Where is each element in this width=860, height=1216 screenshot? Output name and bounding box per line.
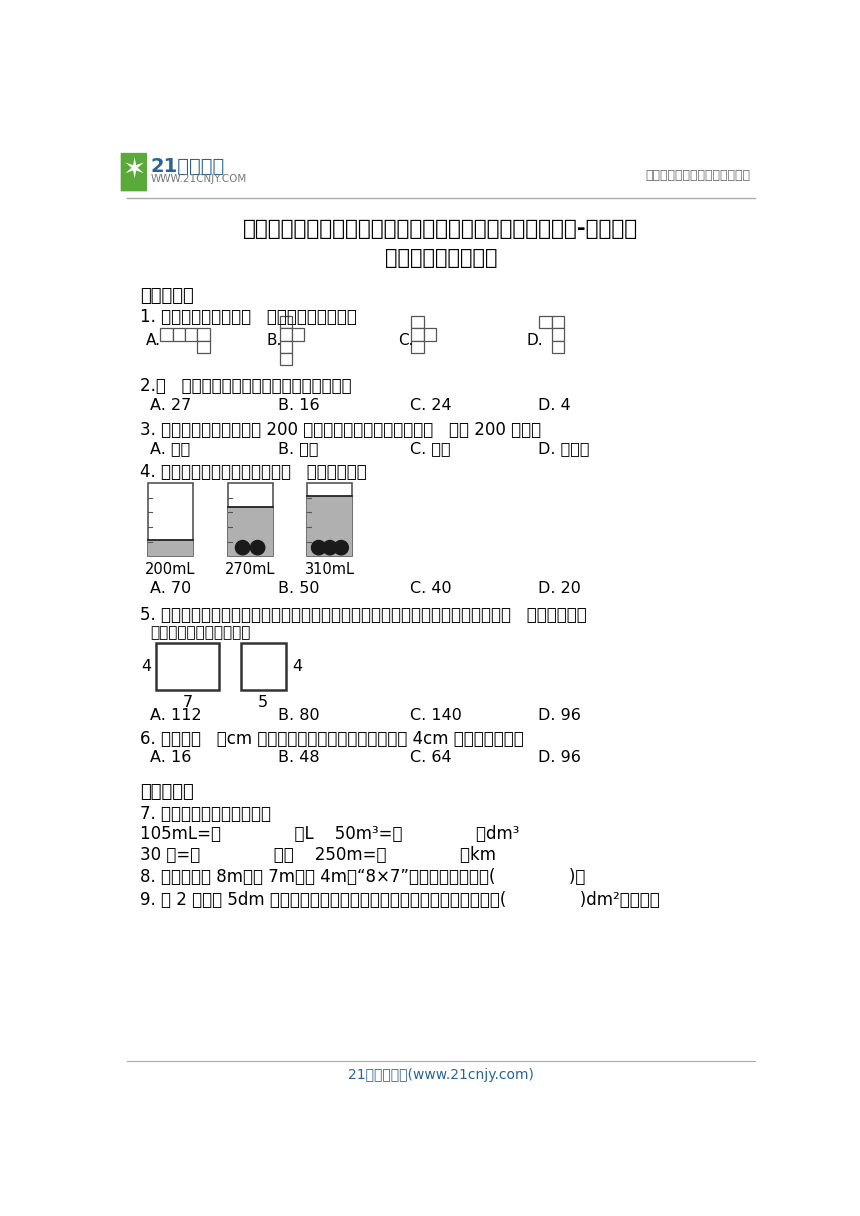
Bar <box>280 340 292 353</box>
Text: 期末必考专题：长方体（一）和长方体（二）（单元测试）-小学数学: 期末必考专题：长方体（一）和长方体（二）（单元测试）-小学数学 <box>243 219 638 240</box>
Text: 2.（   ）个小正方体可以拼成一个大正方体。: 2.（ ）个小正方体可以拼成一个大正方体。 <box>140 377 352 395</box>
Text: 200mL: 200mL <box>145 563 195 578</box>
Bar <box>148 483 193 557</box>
Text: 8. 一间教室长 8m，宽 7m，高 4m。“8×7”是计算这间教室的(              )。: 8. 一间教室长 8m，宽 7m，高 4m。“8×7”是计算这间教室的( )。 <box>140 868 586 886</box>
Text: 中小学教育资源及组卷应用平台: 中小学教育资源及组卷应用平台 <box>646 169 751 181</box>
Bar <box>241 642 286 691</box>
Bar <box>411 340 424 353</box>
Bar <box>551 328 564 340</box>
Bar <box>551 340 564 353</box>
Text: B. 容积: B. 容积 <box>278 441 318 456</box>
Text: 五年级下册北师大版: 五年级下册北师大版 <box>384 248 497 268</box>
Bar <box>280 353 292 365</box>
Text: 9. 把 2 个棱长 5dm 的小正方体拼成一个长方体，这个长方体的表面积是(              )dm²，体积是: 9. 把 2 个棱长 5dm 的小正方体拼成一个长方体，这个长方体的表面积是( … <box>140 890 660 908</box>
Text: D. 4: D. 4 <box>538 398 570 412</box>
Text: B.: B. <box>267 333 282 348</box>
Text: C. 24: C. 24 <box>409 398 452 412</box>
Text: 1. 下面的平面图中，（   ）不能折成正方体。: 1. 下面的平面图中，（ ）不能折成正方体。 <box>140 308 357 326</box>
Bar <box>292 328 304 340</box>
Circle shape <box>334 540 348 554</box>
Text: A. 质量: A. 质量 <box>150 441 190 456</box>
Bar <box>280 316 292 328</box>
Circle shape <box>236 540 249 554</box>
Bar <box>160 328 173 340</box>
Circle shape <box>250 540 265 554</box>
Text: C. 40: C. 40 <box>409 581 452 596</box>
Text: B. 50: B. 50 <box>278 581 320 596</box>
Bar <box>173 328 185 340</box>
Text: 6. 一根长（   ）cm 的铁丝，刚好可以围成一个棱长为 4cm 的正方体框架。: 6. 一根长（ ）cm 的铁丝，刚好可以围成一个棱长为 4cm 的正方体框架。 <box>140 730 524 748</box>
Bar <box>185 328 198 340</box>
Text: A.: A. <box>146 333 162 348</box>
Bar <box>198 328 210 340</box>
Text: 105mL=（              ）L    50m³=（              ）dm³: 105mL=（ ）L 50m³=（ ）dm³ <box>140 826 519 843</box>
Text: B. 16: B. 16 <box>278 398 320 412</box>
Text: 一、选择题: 一、选择题 <box>140 287 194 305</box>
Text: 5. 如图，两个图形分别表示一个长方体的正面和右面，那么这个长方体的体积是（   ）立方厘米。: 5. 如图，两个图形分别表示一个长方体的正面和右面，那么这个长方体的体积是（ ）… <box>140 607 587 624</box>
Text: C.: C. <box>398 333 414 348</box>
Text: 30 分=（              ）时    250m=（              ）km: 30 分=（ ）时 250m=（ ）km <box>140 846 496 863</box>
Text: 4: 4 <box>292 659 302 674</box>
Text: A. 16: A. 16 <box>150 749 192 765</box>
Text: A. 70: A. 70 <box>150 581 192 596</box>
Text: WWW.21CNJY.COM: WWW.21CNJY.COM <box>150 174 247 184</box>
Bar <box>308 496 353 557</box>
Text: 21世纪教育: 21世纪教育 <box>150 157 225 175</box>
Text: B. 48: B. 48 <box>278 749 320 765</box>
Bar <box>198 340 210 353</box>
Bar <box>551 316 564 328</box>
Text: ✶: ✶ <box>122 157 145 185</box>
Circle shape <box>311 540 326 554</box>
Text: D. 20: D. 20 <box>538 581 580 596</box>
Text: 4: 4 <box>141 659 150 674</box>
Bar <box>148 540 193 557</box>
Circle shape <box>322 540 337 554</box>
Bar <box>411 316 424 328</box>
Bar <box>156 642 219 691</box>
Bar <box>228 483 273 557</box>
Text: 270mL: 270mL <box>225 563 275 578</box>
FancyBboxPatch shape <box>120 153 147 191</box>
Text: 5: 5 <box>258 694 268 710</box>
Text: 21世纪教育网(www.21cnjy.com): 21世纪教育网(www.21cnjy.com) <box>347 1069 534 1082</box>
Text: D. 96: D. 96 <box>538 708 580 724</box>
Text: C. 64: C. 64 <box>409 749 452 765</box>
Text: D.: D. <box>526 333 543 348</box>
Text: 7: 7 <box>182 694 193 710</box>
Text: （图中的单位是：厘米）: （图中的单位是：厘米） <box>150 625 250 640</box>
Bar <box>308 483 353 557</box>
Bar <box>228 507 273 557</box>
Text: 3. 一个油壶，最多可装油 200 毫升，我们就说这个油壶的（   ）是 200 毫升。: 3. 一个油壶，最多可装油 200 毫升，我们就说这个油壶的（ ）是 200 毫… <box>140 421 541 439</box>
Bar <box>424 328 436 340</box>
Text: 4. 如图所示，大圆球的体积是（   ）立方厘米。: 4. 如图所示，大圆球的体积是（ ）立方厘米。 <box>140 463 367 482</box>
Text: B. 80: B. 80 <box>278 708 320 724</box>
Text: D. 净含量: D. 净含量 <box>538 441 589 456</box>
Text: 7. 在括号里填上合适的数。: 7. 在括号里填上合适的数。 <box>140 805 271 823</box>
Text: A. 112: A. 112 <box>150 708 202 724</box>
Text: D. 96: D. 96 <box>538 749 580 765</box>
Text: C. 140: C. 140 <box>409 708 462 724</box>
Text: C. 体积: C. 体积 <box>409 441 451 456</box>
Bar <box>539 316 551 328</box>
Bar <box>411 328 424 340</box>
Bar <box>280 328 292 340</box>
Text: 二、填空题: 二、填空题 <box>140 783 194 801</box>
Text: 310mL: 310mL <box>305 563 355 578</box>
Text: A. 27: A. 27 <box>150 398 192 412</box>
